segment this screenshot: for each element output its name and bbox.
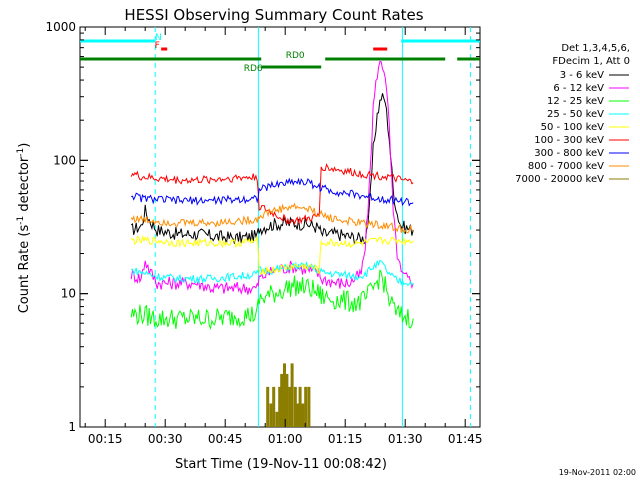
x-tick-label: 00:15 bbox=[88, 432, 123, 446]
flag-bar-rd0 bbox=[325, 57, 446, 61]
y-tick-label: 10 bbox=[61, 287, 76, 301]
legend-entry-label: 7000 - 20000 keV bbox=[515, 174, 604, 185]
burst-7000-20000-kev bbox=[298, 386, 302, 427]
flag-label-n: N bbox=[155, 33, 162, 43]
x-tick-label: 00:30 bbox=[148, 432, 183, 446]
legend: Det 1,3,4,5,6, FDecim 1, Att 0 3 - 6 keV 6 … bbox=[515, 43, 630, 185]
burst-7000-20000-kev bbox=[285, 373, 289, 427]
flag-bar-saa bbox=[80, 39, 156, 43]
burst-7000-20000-kev bbox=[280, 373, 284, 427]
x-tick-label: 01:30 bbox=[388, 432, 423, 446]
flag-bar-rd0 bbox=[80, 57, 262, 61]
series-line-800-7000-kev bbox=[130, 202, 414, 234]
x-axis: 00:15 00:30 00:45 01:00 01:15 01:30 01:45 bbox=[84, 27, 483, 446]
flag-bar-f bbox=[161, 47, 168, 51]
x-tick-label: 00:45 bbox=[208, 432, 243, 446]
x-axis-label: Start Time (19-Nov-11 00:08:42) bbox=[175, 457, 387, 472]
series-line-50-100-kev bbox=[130, 234, 414, 275]
burst-7000-20000-kev bbox=[307, 386, 311, 427]
y-tick-label: 1 bbox=[68, 420, 76, 434]
burst-7000-20000-kev bbox=[304, 386, 308, 427]
vertical-markers bbox=[154, 27, 471, 427]
burst-7000-20000-kev bbox=[283, 363, 286, 427]
x-tick-label: 01:45 bbox=[448, 432, 483, 446]
legend-entry-label: 3 - 6 keV bbox=[560, 70, 604, 81]
burst-7000-20000-kev bbox=[301, 403, 305, 427]
series-line-100-300-kev bbox=[130, 163, 414, 226]
flag-bar-saa bbox=[401, 39, 480, 43]
legend-entry-label: 25 - 50 keV bbox=[547, 109, 604, 120]
y-tick-label: 1000 bbox=[45, 20, 76, 34]
burst-7000-20000-kev bbox=[269, 403, 273, 427]
footer-timestamp: 19-Nov-2011 02:00 bbox=[559, 468, 636, 477]
flag-label-rd0: RD0 bbox=[286, 51, 305, 61]
burst-7000-20000-kev bbox=[272, 386, 276, 427]
x-tick-label: 01:00 bbox=[268, 432, 303, 446]
chart-title: HESSI Observing Summary Count Rates bbox=[124, 6, 423, 24]
y-axis-label: Count Rate (s-1 detector-1) bbox=[16, 143, 32, 314]
legend-entry-label: 800 - 7000 keV bbox=[528, 161, 604, 172]
legend-header-line: FDecim 1, Att 0 bbox=[552, 56, 630, 67]
burst-7000-20000-kev bbox=[296, 403, 300, 427]
burst-7000-20000-kev bbox=[288, 386, 292, 427]
legend-entry-label: 100 - 300 keV bbox=[534, 135, 604, 146]
burst-7000-20000-kev bbox=[290, 363, 294, 427]
burst-7000-20000-kev bbox=[266, 386, 270, 427]
burst-7000-20000-kev bbox=[293, 386, 297, 427]
legend-entry-label: 300 - 800 keV bbox=[534, 148, 604, 159]
flag-label-f: F bbox=[155, 41, 160, 51]
series-line-3-6-kev bbox=[130, 93, 414, 245]
flag-label-rd6: RD6 bbox=[244, 64, 263, 74]
burst-7000-20000-kev bbox=[278, 386, 282, 427]
series-line-25-50-kev bbox=[131, 259, 414, 287]
y-tick-label: 100 bbox=[53, 153, 76, 167]
series-line-12-25-kev bbox=[130, 269, 414, 331]
legend-header-line: Det 1,3,4,5,6, bbox=[561, 43, 630, 54]
flag-bar-rd6 bbox=[261, 65, 322, 69]
burst-7000-20000-kev bbox=[275, 411, 279, 427]
legend-entry-label: 6 - 12 keV bbox=[553, 83, 604, 94]
flag-bars: NF RD0 RD6 bbox=[80, 33, 480, 74]
series-layer bbox=[130, 60, 414, 427]
flag-bar-f bbox=[373, 47, 388, 51]
legend-entry-label: 50 - 100 keV bbox=[541, 122, 605, 133]
x-tick-label: 01:15 bbox=[328, 432, 363, 446]
series-line-300-800-kev bbox=[131, 177, 414, 207]
legend-entry-label: 12 - 25 keV bbox=[547, 96, 604, 107]
flag-bar-rd0 bbox=[457, 57, 480, 61]
y-axis: 1 10 100 1000 bbox=[45, 20, 480, 434]
